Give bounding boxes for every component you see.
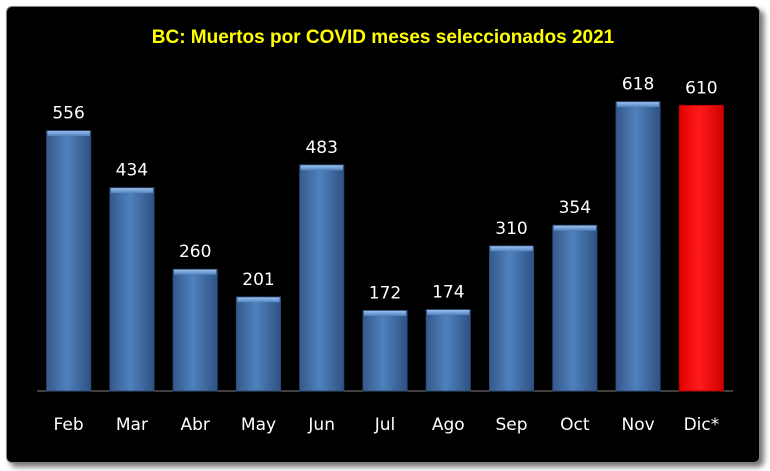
category-label-abr: Abr xyxy=(180,415,209,435)
category-label-sep: Sep xyxy=(495,415,527,435)
value-label-nov: 618 xyxy=(622,75,654,95)
bar-jul xyxy=(362,309,408,392)
category-label-feb: Feb xyxy=(54,415,84,435)
bar-jun xyxy=(299,164,345,392)
bar-cap-sep xyxy=(490,246,533,252)
bar-dic xyxy=(678,104,724,392)
bar-feb xyxy=(46,130,92,392)
bar-oct xyxy=(552,224,598,392)
category-label-mar: Mar xyxy=(116,415,148,435)
bar-chart: BC: Muertos por COVID meses seleccionado… xyxy=(37,27,733,435)
bar-nov xyxy=(615,101,661,392)
bar-cap-abr xyxy=(174,269,217,275)
value-label-ago: 174 xyxy=(432,283,464,303)
value-label-dic: 610 xyxy=(685,78,717,98)
bar-cap-jul xyxy=(363,310,407,316)
category-label-nov: Nov xyxy=(622,415,655,435)
value-label-oct: 354 xyxy=(559,198,591,218)
bar-abr xyxy=(172,268,218,392)
chart-title: BC: Muertos por COVID meses seleccionado… xyxy=(152,27,615,48)
value-label-sep: 310 xyxy=(495,219,527,239)
bar-ago xyxy=(425,309,471,392)
category-label-oct: Oct xyxy=(560,415,590,435)
category-label-may: May xyxy=(241,415,276,435)
value-label-mar: 434 xyxy=(116,161,148,181)
value-label-may: 201 xyxy=(242,270,274,290)
bar-cap-mar xyxy=(110,188,154,194)
bar-cap-oct xyxy=(553,225,596,231)
chart-frame: BC: Muertos por COVID meses seleccionado… xyxy=(6,6,760,463)
category-label-jun: Jun xyxy=(307,415,335,435)
bar-mar xyxy=(109,187,155,392)
category-label-ago: Ago xyxy=(432,415,465,435)
bar-may xyxy=(235,296,282,392)
value-label-feb: 556 xyxy=(52,104,84,124)
category-labels-group: Feb Mar Abr May Jun Jul Ago Sep Oct Nov Dic* xyxy=(54,415,720,435)
value-label-abr: 260 xyxy=(179,242,211,262)
bar-cap-feb xyxy=(47,131,90,137)
bar-cap-may xyxy=(237,297,280,303)
bars-group xyxy=(46,101,724,392)
bar-cap-nov xyxy=(616,102,660,108)
value-label-jul: 172 xyxy=(369,283,401,303)
value-labels-group: 556 434 260 201 483 172 174 310 354 618 610 xyxy=(52,75,717,304)
bar-cap-ago xyxy=(427,310,470,315)
category-label-jul: Jul xyxy=(374,415,396,435)
value-label-jun: 483 xyxy=(305,138,337,158)
category-label-dic: Dic* xyxy=(684,415,720,435)
bar-cap-jun xyxy=(300,165,343,171)
bar-sep xyxy=(488,245,535,392)
